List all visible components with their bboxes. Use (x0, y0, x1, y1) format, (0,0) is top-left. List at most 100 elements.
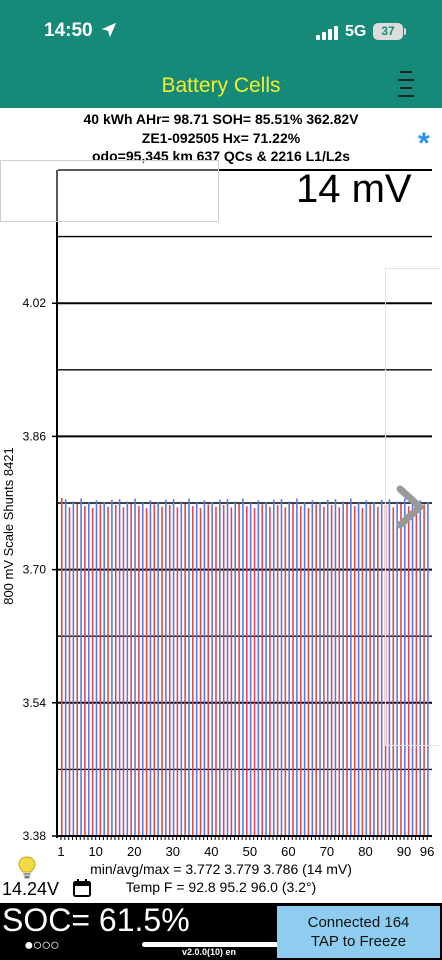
cell-bar-59 (284, 507, 287, 836)
cell-bar-7 (84, 506, 86, 836)
cell-bar-44 (226, 499, 229, 836)
cell-bar-53 (261, 504, 264, 836)
cell-bar-2 (64, 499, 67, 836)
cell-bar-90 (404, 498, 406, 836)
signal-icon (316, 26, 340, 40)
cell-bar-31 (176, 507, 179, 836)
calendar-icon[interactable] (73, 879, 91, 897)
cell-voltage-chart[interactable]: 4.02 3.86 3.70 3.54 3.38 1 10 20 30 40 50 60 70 80 90 9… (0, 160, 442, 860)
cell-bar-49 (246, 506, 248, 836)
location-arrow-icon (101, 22, 117, 38)
cell-bar-76 (350, 498, 352, 836)
page-indicator[interactable]: ●○○○ (24, 937, 60, 954)
lightbulb-icon[interactable] (17, 856, 37, 880)
vin-health: ZE1-092505 Hx= 71.22% (141, 130, 301, 146)
cell-bar-54 (265, 502, 267, 836)
x-tick-label: 70 (320, 844, 334, 859)
cell-bar-14 (111, 499, 113, 836)
cell-bar-41 (215, 506, 217, 836)
cell-bar-75 (346, 503, 348, 836)
side-panel-handle[interactable] (385, 268, 440, 746)
menu-icon[interactable] (398, 71, 414, 97)
x-tick-label: 60 (281, 844, 295, 859)
tap-overlay-box[interactable] (0, 160, 219, 222)
cell-bar-73 (338, 507, 341, 836)
cell-bar-6 (80, 498, 82, 836)
cell-bar-12 (103, 502, 105, 836)
cell-bar-62 (296, 498, 298, 836)
cell-bar-40 (211, 502, 213, 836)
y-tick-label: 3.86 (23, 429, 47, 443)
cell-bar-52 (257, 500, 260, 836)
x-tick-label: 80 (358, 844, 372, 859)
cell-bar-35 (192, 506, 194, 836)
cell-bar-83 (377, 506, 379, 836)
cell-bar-21 (138, 506, 140, 836)
cell-bar-68 (319, 502, 321, 836)
cell-bar-4 (72, 501, 75, 836)
cell-bar-70 (326, 499, 329, 836)
settings-asterisk-button[interactable]: * (418, 127, 430, 160)
cell-bar-37 (199, 507, 202, 836)
app-version: v2.0.0(10) en (182, 947, 237, 957)
cell-bar-34 (188, 498, 190, 836)
cell-bar-17 (122, 507, 125, 836)
cell-bar-95 (423, 504, 425, 836)
cell-bar-66 (311, 500, 314, 836)
connection-freeze-button[interactable]: Connected 164 TAP to Freeze (277, 906, 440, 958)
cell-bar-10 (95, 500, 98, 836)
cell-bar-92 (411, 502, 414, 836)
page-title: Battery Cells (161, 74, 281, 97)
cell-bar-65 (307, 507, 310, 836)
status-bar: 14:50 5G 37 (0, 0, 442, 62)
x-tick-label: 30 (166, 844, 180, 859)
cell-bar-58 (280, 499, 283, 836)
cell-bar-81 (369, 504, 371, 836)
y-tick-label: 3.38 (23, 829, 47, 843)
cell-bar-5 (76, 503, 79, 836)
cell-bar-18 (126, 501, 129, 836)
cell-bar-80 (365, 500, 368, 836)
aux-battery-voltage: 14.24V (2, 879, 60, 899)
cell-bar-11 (99, 504, 102, 836)
cell-bar-57 (276, 504, 279, 836)
cell-bar-24 (149, 500, 152, 836)
cell-bar-45 (230, 507, 233, 836)
cell-bar-71 (330, 504, 333, 836)
cell-bar-87 (392, 507, 395, 836)
cell-bar-78 (357, 502, 360, 836)
battery-tip (404, 28, 406, 35)
cell-bar-67 (315, 504, 317, 836)
cell-bar-47 (238, 503, 240, 836)
cell-bar-23 (145, 507, 148, 836)
cell-bar-15 (114, 504, 117, 836)
cell-bar-88 (396, 501, 398, 836)
connection-status: Connected 164 (307, 914, 410, 931)
x-tick-label: 1 (57, 844, 64, 859)
cell-bar-26 (157, 502, 159, 836)
cell-bar-74 (342, 501, 344, 836)
mv-spread: 14 mV (296, 167, 412, 211)
cell-bar-20 (134, 498, 136, 836)
cell-bar-84 (380, 499, 383, 836)
cell-bar-9 (91, 507, 94, 836)
cell-bar-1 (61, 498, 63, 836)
x-tick-label: 96 (420, 844, 434, 859)
cell-bar-72 (334, 499, 337, 836)
clock: 14:50 (44, 20, 93, 41)
chevron-right-icon[interactable] (394, 485, 426, 529)
x-tick-label: 10 (88, 844, 102, 859)
cell-bar-42 (219, 499, 221, 836)
app-bar: Battery Cells (0, 62, 442, 108)
y-axis-label: 800 mV Scale Shunts 8421 (1, 447, 16, 605)
x-tick-label: 50 (243, 844, 257, 859)
cell-bar-33 (184, 503, 186, 836)
cell-bar-48 (242, 498, 244, 836)
cell-bar-13 (107, 506, 109, 836)
y-tick-label: 3.54 (23, 696, 47, 710)
y-tick-label: 3.70 (23, 563, 47, 577)
cell-bar-96 (427, 502, 429, 836)
x-tick-label: 40 (204, 844, 218, 859)
cell-bar-56 (272, 499, 275, 836)
cell-bar-19 (130, 503, 132, 836)
